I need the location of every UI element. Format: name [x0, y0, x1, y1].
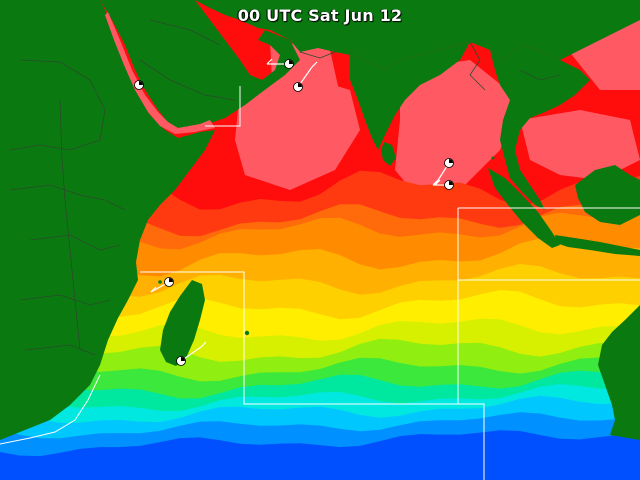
station-model-icon — [176, 341, 207, 366]
wind-barb-flag — [432, 179, 439, 186]
indochina-landmass — [490, 45, 590, 210]
cloud-cover-fill — [449, 181, 453, 185]
region-outlines — [0, 86, 640, 480]
wind-barb-flag — [200, 341, 207, 348]
sst-warm-pool-patch — [235, 75, 360, 190]
sri-lanka-landmass — [381, 142, 396, 166]
india-landmass — [350, 42, 470, 150]
cloud-cover-fill — [449, 159, 453, 163]
station-model-icon — [150, 277, 174, 293]
africa-landmass — [0, 0, 215, 440]
station-model-icon — [432, 179, 454, 190]
country-borders — [9, 19, 561, 356]
borneo-landmass — [575, 165, 640, 225]
cloud-cover-fill — [139, 81, 143, 85]
sst-warm-pool-patch — [520, 110, 640, 180]
island-hainan — [572, 72, 580, 80]
island-reunion — [244, 330, 250, 336]
cloud-cover-fill — [169, 278, 173, 282]
island-andaman — [491, 156, 495, 160]
station-model-icon — [134, 80, 144, 90]
sst-band-17 — [0, 430, 640, 480]
java-landmass — [555, 235, 640, 256]
cloud-cover-fill — [289, 60, 293, 64]
wind-barb-flag — [150, 286, 157, 293]
map-title: 00 UTC Sat Jun 12 — [237, 6, 403, 25]
station-model-icon — [293, 61, 318, 92]
sst-warm-pool-patch — [395, 60, 520, 200]
arabia-landmass — [100, 0, 300, 130]
iran-pakistan-landmass — [195, 0, 640, 70]
cloud-cover-fill — [298, 83, 302, 87]
wind-barb-flag — [311, 61, 318, 68]
wind-barb-flag — [434, 179, 441, 186]
madagascar-landmass — [160, 280, 205, 366]
wind-barb-flag — [266, 58, 273, 65]
landmass-layer — [0, 0, 640, 440]
station-markers — [134, 58, 454, 366]
station-model-icon — [266, 58, 294, 69]
island-comoros — [158, 280, 162, 284]
cloud-cover-fill — [181, 357, 185, 361]
australia-landmass — [598, 305, 640, 440]
